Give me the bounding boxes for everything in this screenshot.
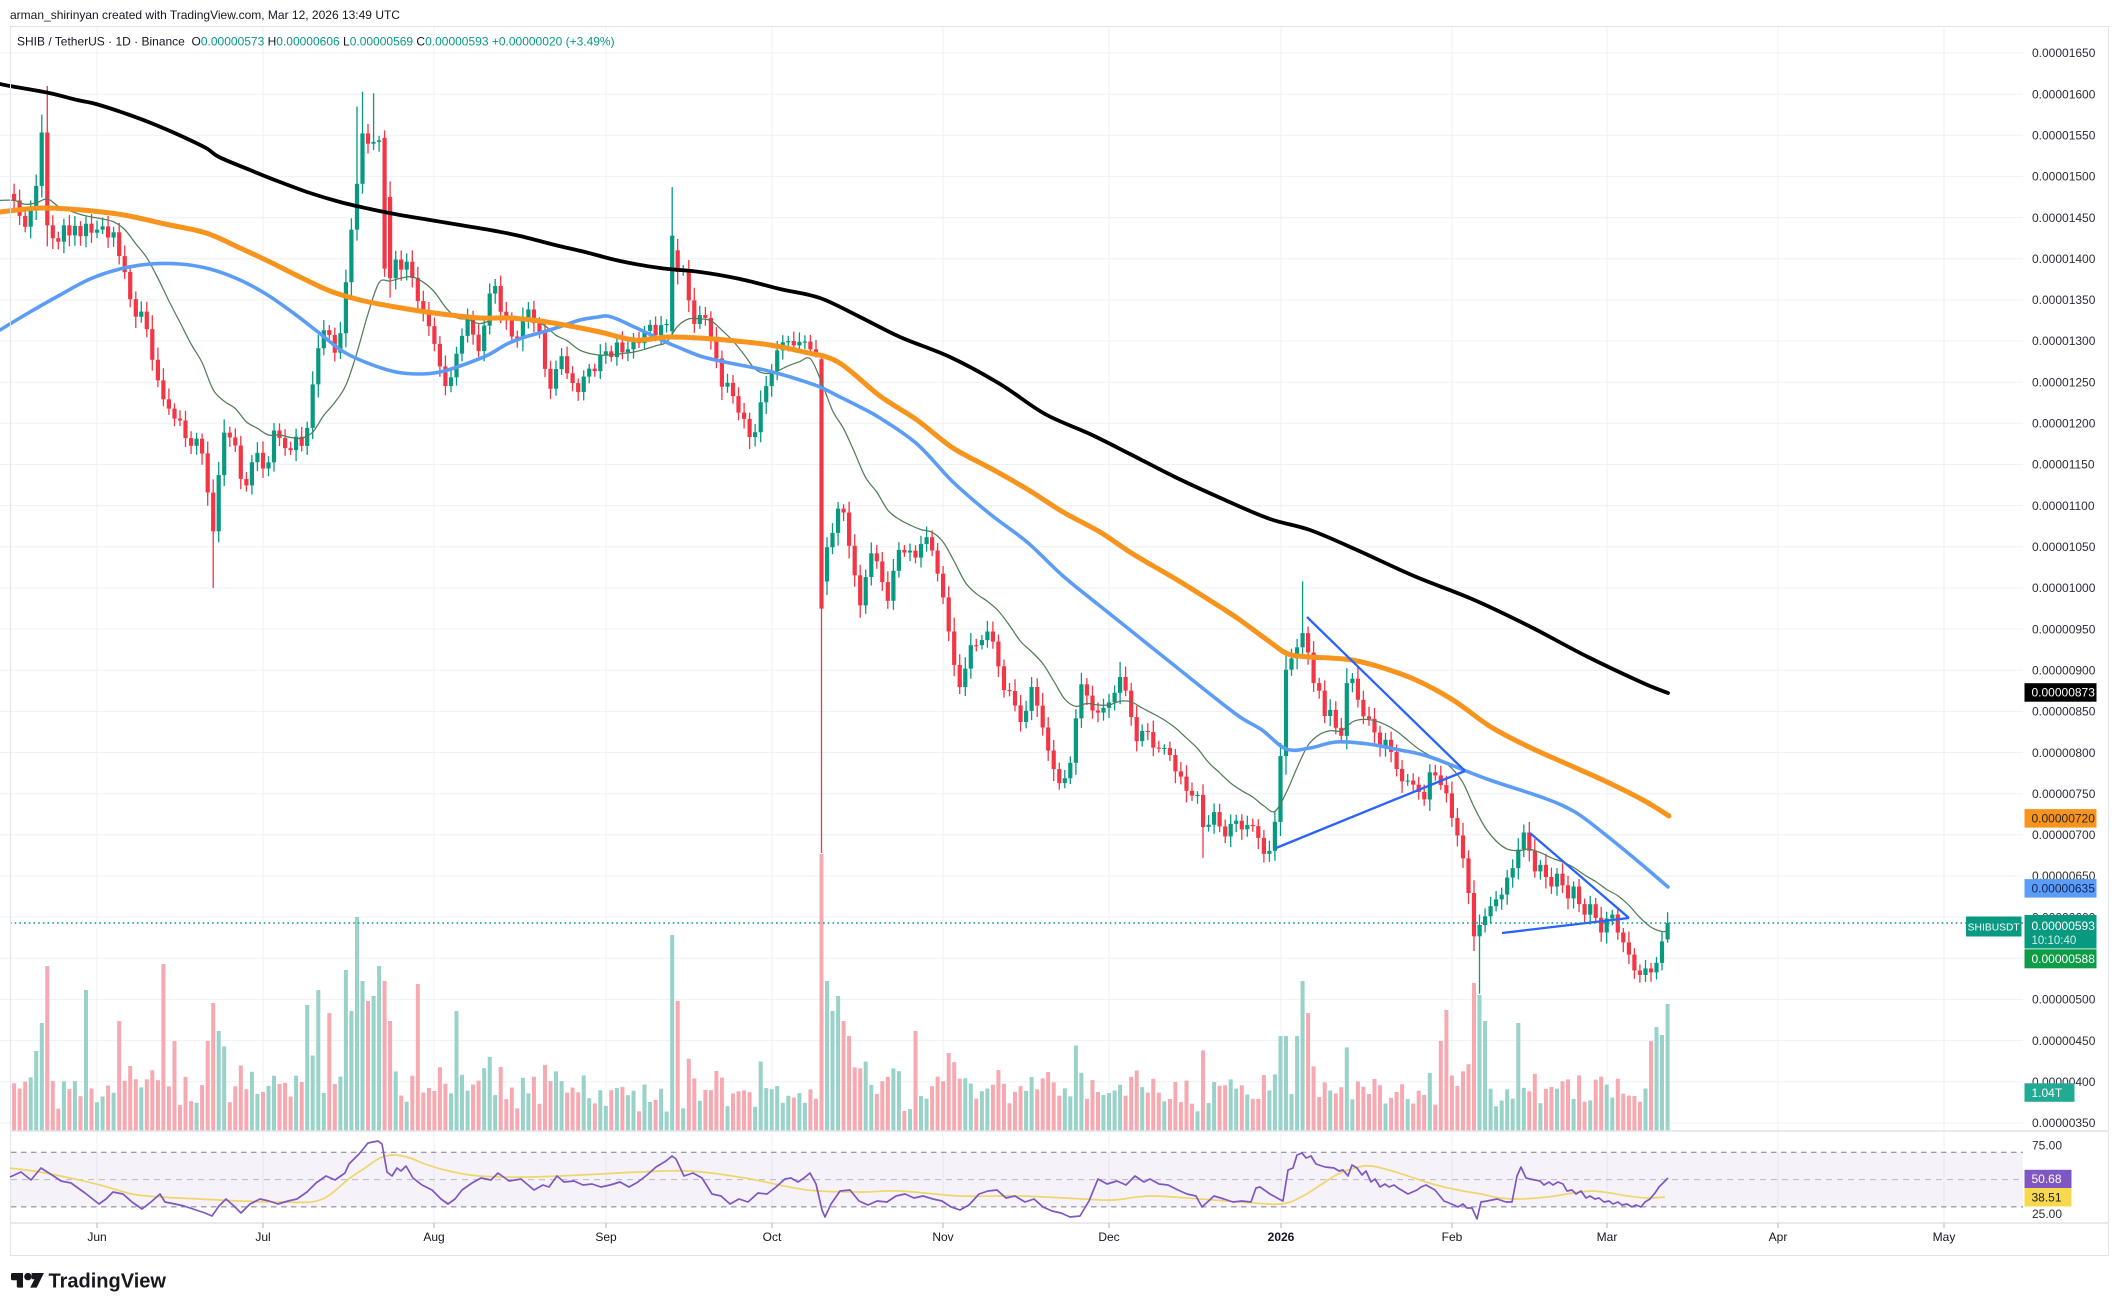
svg-text:25.00: 25.00 <box>2032 1207 2062 1221</box>
svg-text:Dec: Dec <box>1098 1230 1119 1244</box>
svg-text:0.00000500: 0.00000500 <box>2032 993 2096 1007</box>
svg-text:0.00000450: 0.00000450 <box>2032 1034 2096 1048</box>
svg-text:Feb: Feb <box>1442 1230 1463 1244</box>
svg-text:SHIB / TetherUS · 1D · Binance: SHIB / TetherUS · 1D · Binance O0.000005… <box>17 35 615 49</box>
svg-text:0.00000593: 0.00000593 <box>2032 919 2096 933</box>
svg-text:0.00001500: 0.00001500 <box>2032 170 2096 184</box>
svg-text:0.00000873: 0.00000873 <box>2032 686 2096 700</box>
svg-text:50.68: 50.68 <box>2032 1172 2062 1186</box>
svg-text:0.00001350: 0.00001350 <box>2032 293 2096 307</box>
svg-text:0.00001650: 0.00001650 <box>2032 46 2096 60</box>
svg-text:Sep: Sep <box>595 1230 617 1244</box>
svg-text:Jul: Jul <box>255 1230 270 1244</box>
svg-text:0.00001200: 0.00001200 <box>2032 417 2096 431</box>
svg-text:0.00000350: 0.00000350 <box>2032 1116 2096 1130</box>
svg-text:0.00001050: 0.00001050 <box>2032 540 2096 554</box>
svg-text:May: May <box>1933 1230 1956 1244</box>
svg-text:0.00000635: 0.00000635 <box>2032 882 2096 896</box>
svg-text:0.00001600: 0.00001600 <box>2032 87 2096 101</box>
svg-text:0.00001000: 0.00001000 <box>2032 581 2096 595</box>
svg-text:0.00000900: 0.00000900 <box>2032 664 2096 678</box>
svg-text:Aug: Aug <box>423 1230 444 1244</box>
svg-text:Apr: Apr <box>1769 1230 1788 1244</box>
svg-text:0.00001550: 0.00001550 <box>2032 129 2096 143</box>
svg-text:10:10:40: 10:10:40 <box>2032 935 2077 947</box>
svg-text:0.00000850: 0.00000850 <box>2032 705 2096 719</box>
svg-text:Jun: Jun <box>87 1230 106 1244</box>
svg-text:0.00000700: 0.00000700 <box>2032 828 2096 842</box>
svg-text:0.00000750: 0.00000750 <box>2032 787 2096 801</box>
svg-text:SHIBUSDT: SHIBUSDT <box>1968 922 2021 933</box>
svg-text:2026: 2026 <box>1268 1230 1295 1244</box>
svg-text:Mar: Mar <box>1597 1230 1618 1244</box>
svg-text:0.00001400: 0.00001400 <box>2032 252 2096 266</box>
svg-text:0.00001450: 0.00001450 <box>2032 211 2096 225</box>
svg-text:arman_shirinyan created with T: arman_shirinyan created with TradingView… <box>10 8 400 22</box>
svg-text:Nov: Nov <box>932 1230 953 1244</box>
svg-text:0.00000800: 0.00000800 <box>2032 746 2096 760</box>
svg-text:0.00000720: 0.00000720 <box>2032 812 2096 826</box>
svg-text:Oct: Oct <box>763 1230 782 1244</box>
svg-text:1.04T: 1.04T <box>2032 1086 2063 1100</box>
svg-text:0.00001150: 0.00001150 <box>2032 458 2095 472</box>
svg-text:75.00: 75.00 <box>2032 1139 2062 1153</box>
svg-text:0.00001300: 0.00001300 <box>2032 334 2096 348</box>
svg-text:0.00001100: 0.00001100 <box>2032 499 2095 513</box>
svg-text:0.00001250: 0.00001250 <box>2032 375 2096 389</box>
svg-text:TradingView: TradingView <box>49 1271 167 1293</box>
svg-text:0.00000588: 0.00000588 <box>2032 952 2096 966</box>
svg-text:0.00000950: 0.00000950 <box>2032 622 2096 636</box>
svg-text:38.51: 38.51 <box>2032 1190 2062 1204</box>
